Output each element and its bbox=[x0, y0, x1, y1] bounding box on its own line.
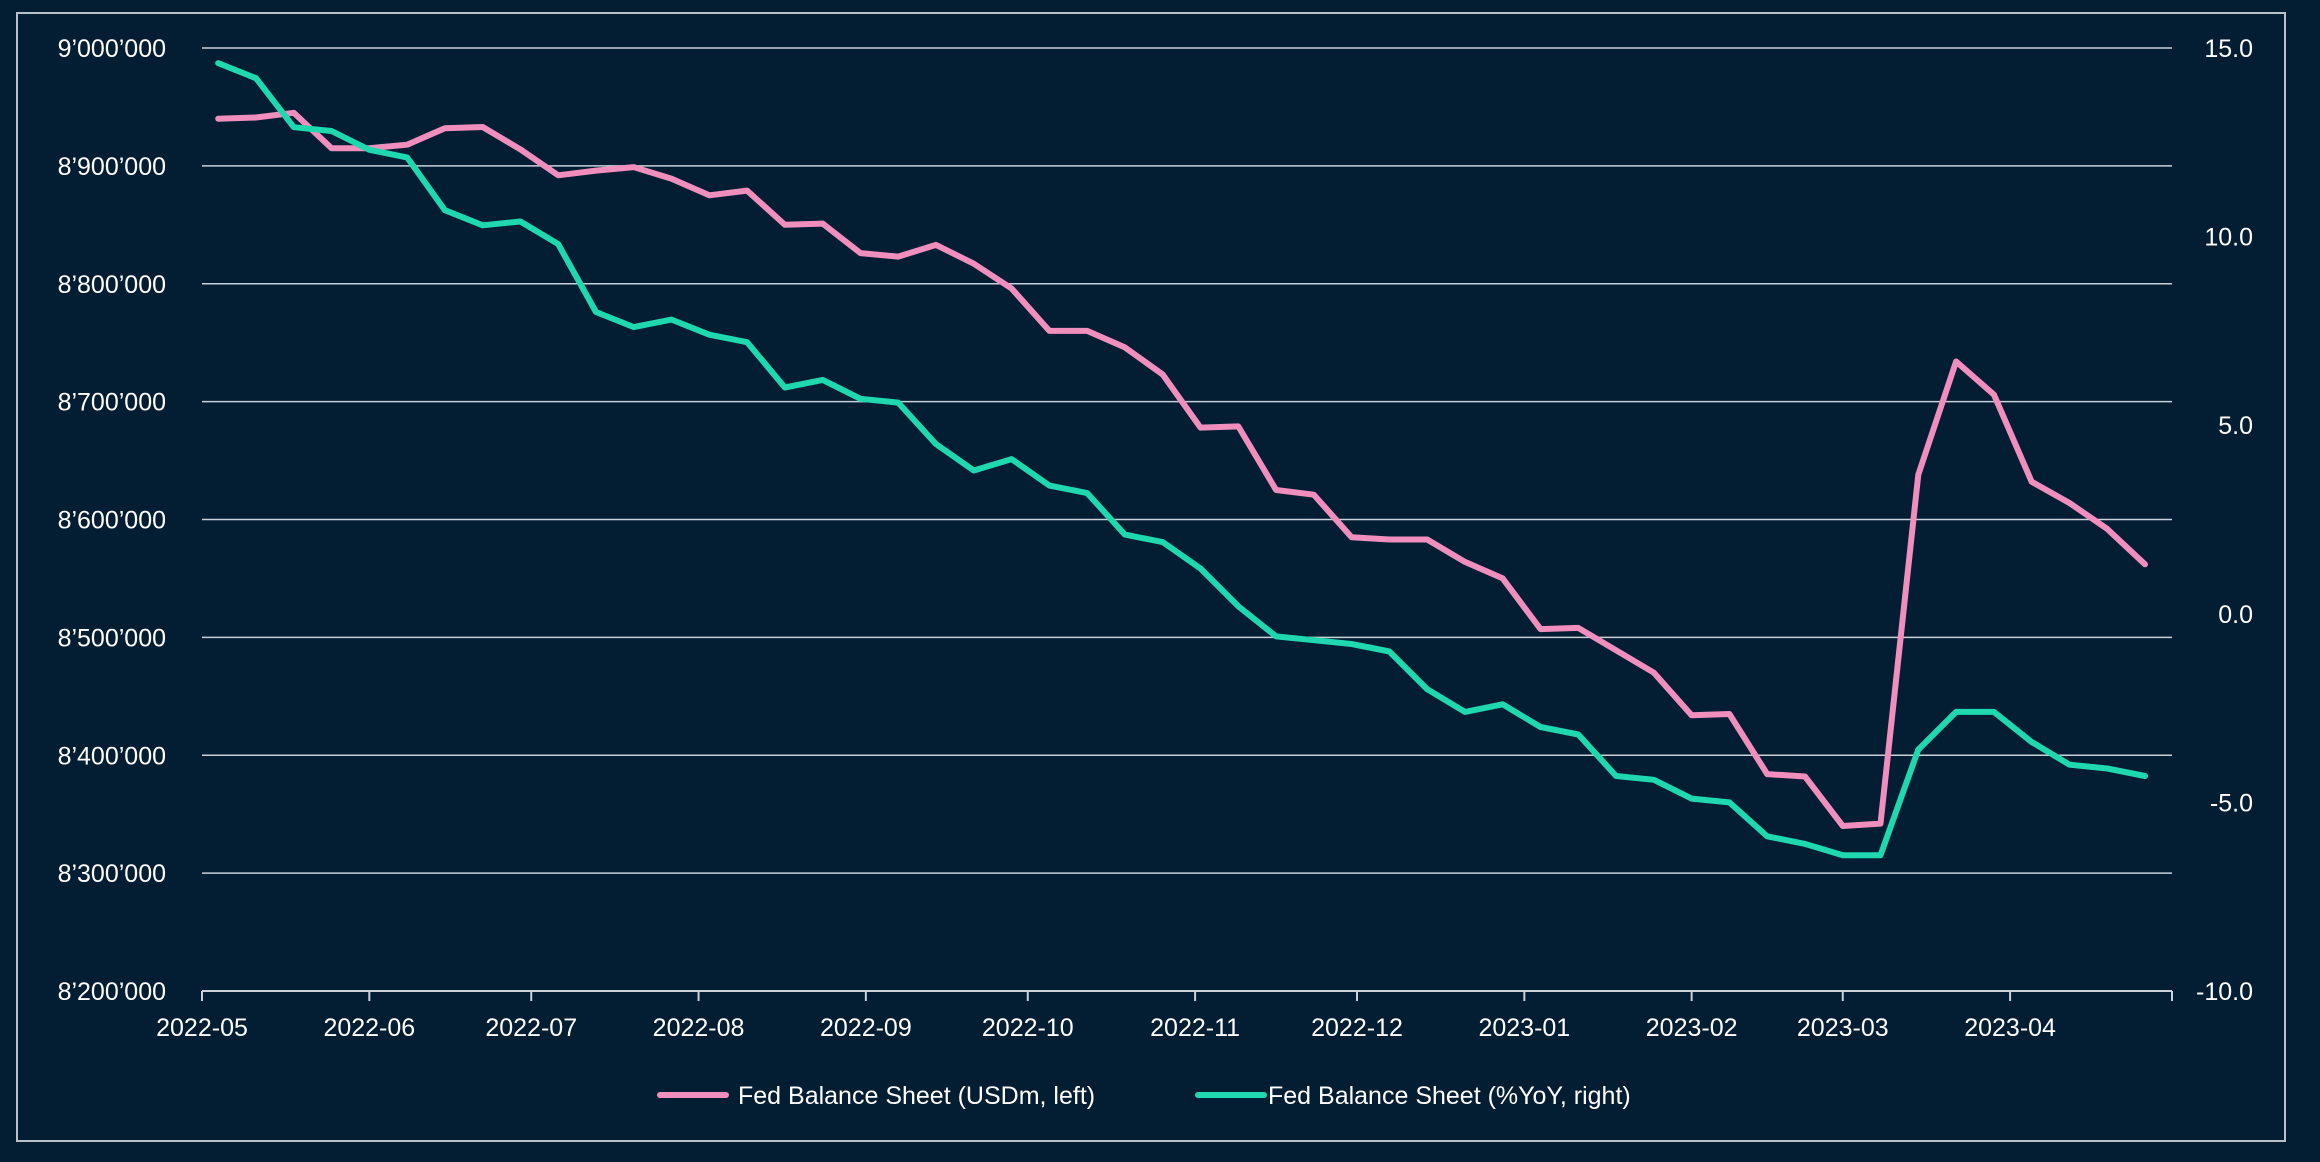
chart-frame bbox=[16, 12, 2286, 1142]
x-tick-label: 2023-03 bbox=[1797, 1014, 1889, 1042]
left-tick-label: 8’400’000 bbox=[58, 742, 166, 770]
x-tick-label: 2022-11 bbox=[1150, 1014, 1240, 1042]
left-tick-label: 8’900’000 bbox=[58, 153, 166, 181]
left-tick-label: 8’300’000 bbox=[58, 860, 166, 888]
right-tick-label: 0.0 bbox=[2218, 601, 2253, 629]
x-tick-label: 2022-07 bbox=[485, 1014, 577, 1042]
x-tick-label: 2022-09 bbox=[820, 1014, 912, 1042]
series-lines bbox=[215, 60, 2148, 859]
left-axis-tick-labels: 8’200’000 8’300’000 8’400’000 8’500’000 8’60… bbox=[58, 35, 166, 1006]
series-line-balance-usdm bbox=[215, 109, 2148, 829]
x-tick-label: 2023-02 bbox=[1646, 1014, 1738, 1042]
x-tick-label: 2022-05 bbox=[156, 1014, 248, 1042]
x-axis-tick-labels: 2022-05 2022-06 2022-07 2022-08 2022-09 2022-… bbox=[156, 1014, 2056, 1042]
x-tick-label: 2022-10 bbox=[982, 1014, 1074, 1042]
x-tick-label: 2023-04 bbox=[1964, 1014, 2056, 1042]
legend-label-balance-yoy: Fed Balance Sheet (%YoY, right) bbox=[1268, 1082, 1631, 1110]
axes bbox=[201, 990, 2173, 1001]
x-tick-label: 2023-01 bbox=[1478, 1014, 1570, 1042]
x-tick-label: 2022-06 bbox=[323, 1014, 415, 1042]
legend: Fed Balance Sheet (USDm, left) Fed Balan… bbox=[657, 1082, 1631, 1110]
left-tick-label: 8’700’000 bbox=[58, 389, 166, 417]
right-tick-label: -10.0 bbox=[2196, 978, 2253, 1006]
x-tick-label: 2022-08 bbox=[653, 1014, 745, 1042]
right-tick-label: -5.0 bbox=[2210, 789, 2253, 817]
right-tick-label: 15.0 bbox=[2204, 35, 2253, 63]
right-tick-label: 10.0 bbox=[2204, 224, 2253, 252]
right-tick-label: 5.0 bbox=[2218, 412, 2253, 440]
left-tick-label: 9’000’000 bbox=[58, 35, 166, 63]
x-tick-label: 2022-12 bbox=[1311, 1014, 1403, 1042]
gridlines bbox=[202, 47, 2172, 874]
left-tick-label: 8’200’000 bbox=[58, 978, 166, 1006]
left-tick-label: 8’500’000 bbox=[58, 624, 166, 652]
left-tick-label: 8’800’000 bbox=[58, 271, 166, 299]
right-axis-tick-labels: -10.0 -5.0 0.0 5.0 10.0 15.0 bbox=[2196, 35, 2253, 1006]
left-tick-label: 8’600’000 bbox=[58, 507, 166, 535]
legend-label-balance-usdm: Fed Balance Sheet (USDm, left) bbox=[738, 1082, 1095, 1110]
series-line-balance-yoy bbox=[215, 60, 2148, 859]
